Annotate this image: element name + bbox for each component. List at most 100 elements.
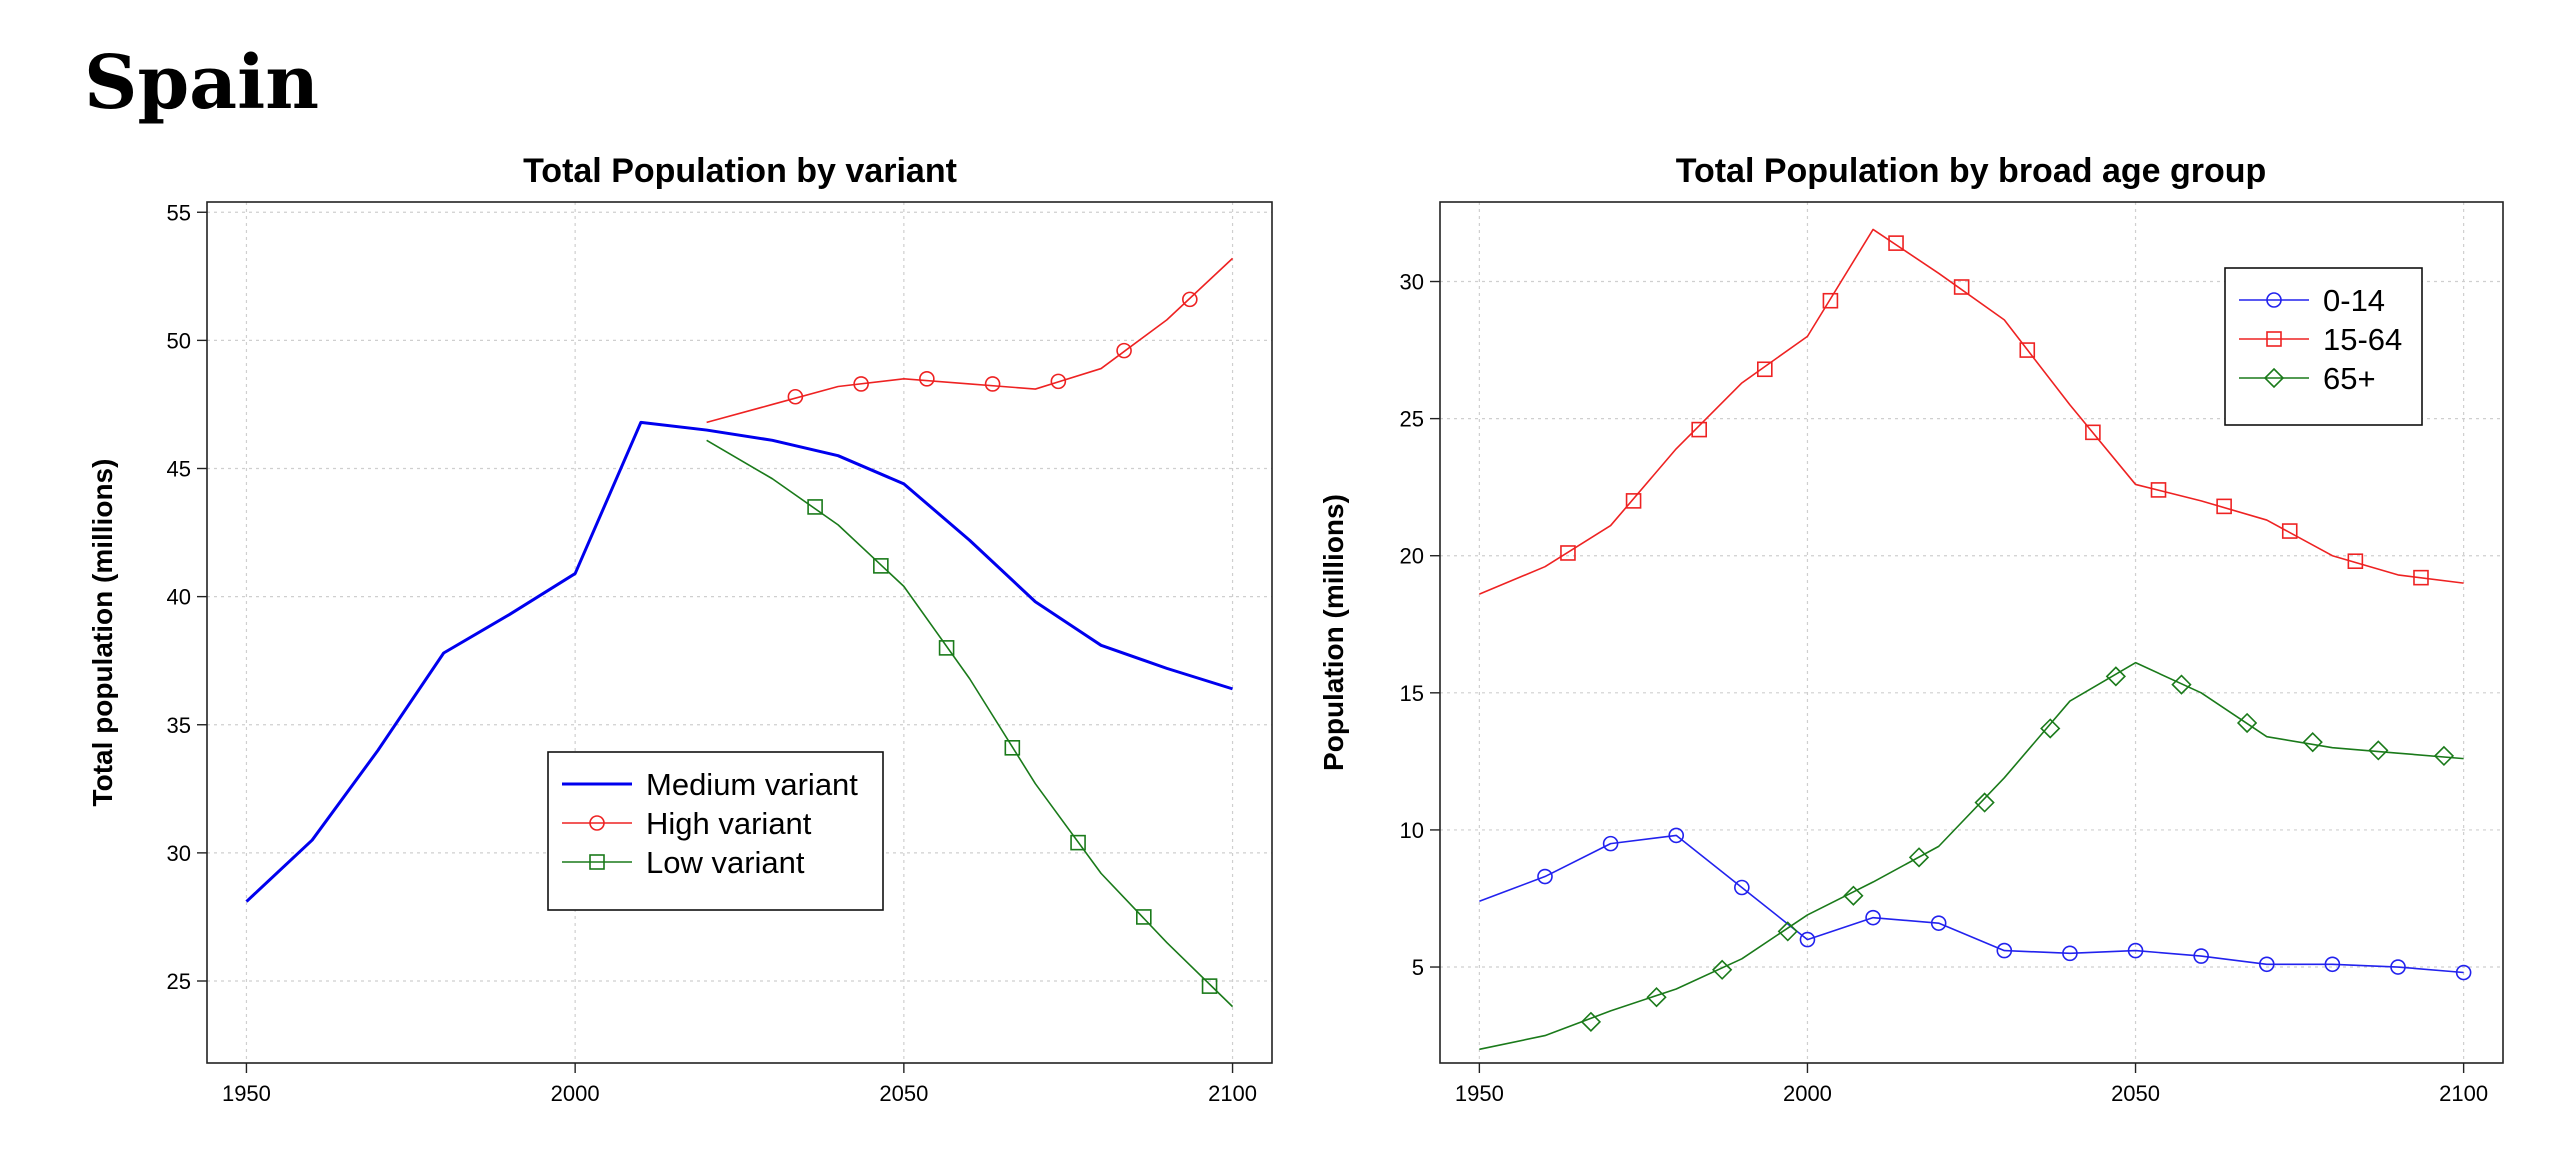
data-point-marker	[873, 558, 889, 574]
data-point-marker	[1070, 834, 1086, 851]
legend-marker	[589, 854, 605, 870]
data-point-marker	[1757, 361, 1773, 378]
data-point-marker	[1136, 909, 1152, 925]
chart-1: 1950 2000 2050 2100 25 30 35 40 45 50 55 Total Popu…	[87, 152, 1273, 1106]
data-point-marker	[1822, 292, 1839, 309]
x-tick-label: 2000	[551, 1081, 600, 1106]
y-axis-label: Population (millions)	[1318, 494, 1349, 771]
data-point-marker	[1712, 959, 1733, 980]
data-point-marker	[1537, 868, 1553, 885]
series-line	[706, 439, 1234, 1008]
data-point-marker	[2062, 945, 2078, 962]
data-point-marker	[2368, 740, 2389, 761]
legend-label: 65+	[2323, 361, 2376, 396]
data-point-marker	[1996, 942, 2013, 959]
data-point-marker	[1843, 885, 1864, 906]
series-line	[706, 257, 1234, 424]
legend-box	[2224, 267, 2423, 426]
series-15-64	[1479, 228, 2464, 595]
data-point-marker	[1182, 291, 1198, 308]
x-tick-label: 2050	[879, 1081, 928, 1106]
data-point-marker	[1953, 279, 1970, 295]
data-point-marker	[807, 499, 823, 515]
legend-box	[547, 751, 884, 911]
data-point-marker	[1799, 931, 1816, 948]
legend-label: High variant	[646, 806, 812, 841]
data-point-marker	[2324, 956, 2341, 973]
x-tick-label: 2100	[2439, 1081, 2488, 1106]
y-tick-label: 40	[167, 585, 191, 610]
y-axis-label: Total population (millions)	[87, 459, 118, 807]
data-point-marker	[2390, 959, 2406, 975]
legend-label: Medium variant	[646, 767, 858, 802]
series-line	[1479, 661, 2464, 1051]
data-point-marker	[919, 371, 935, 387]
data-point-marker	[1865, 909, 1881, 926]
series-65-	[1479, 661, 2464, 1051]
legend-marker	[2266, 331, 2282, 347]
data-point-marker	[1908, 847, 1930, 868]
legend-marker	[589, 815, 605, 831]
data-point-marker	[2347, 553, 2364, 570]
legend-marker	[2266, 292, 2282, 308]
data-point-marker	[1201, 978, 1218, 994]
data-point-marker	[1004, 740, 1021, 756]
data-point-marker	[1116, 342, 1132, 359]
data-point-marker	[2236, 712, 2258, 734]
data-point-marker	[1974, 792, 1995, 813]
y-tick-label: 55	[167, 200, 191, 225]
data-point-marker	[1580, 1011, 1602, 1033]
series-line	[245, 420, 1234, 903]
legend: Medium variant High variant Low variant	[547, 751, 884, 911]
chart-title: Total Population by variant	[523, 152, 957, 190]
y-tick-label: 15	[1400, 681, 1424, 706]
data-point-marker	[1668, 827, 1685, 844]
data-point-marker	[2150, 482, 2167, 498]
x-tick-label: 2050	[2111, 1081, 2160, 1106]
data-point-marker	[1560, 545, 1576, 561]
y-tick-label: 5	[1412, 955, 1424, 980]
series-0-14	[1479, 827, 2472, 981]
plot-frame	[206, 201, 1273, 1064]
y-tick-label: 30	[167, 841, 191, 866]
y-tick-label: 30	[1400, 270, 1424, 295]
page-title: Spain	[84, 40, 320, 126]
x-tick-label: 2100	[1208, 1081, 1257, 1106]
legend-label: 0-14	[2323, 283, 2385, 318]
y-tick-label: 25	[167, 969, 191, 994]
legend: 0-14 15-64 65+	[2224, 267, 2423, 426]
data-point-marker	[2433, 745, 2455, 767]
data-point-marker	[2413, 569, 2429, 586]
data-point-marker	[938, 640, 955, 656]
data-point-marker	[2258, 956, 2275, 973]
data-point-marker	[2216, 498, 2232, 515]
data-point-marker	[1930, 915, 1947, 931]
legend-label: Low variant	[646, 845, 805, 880]
data-point-marker	[2281, 523, 2298, 539]
data-point-marker	[787, 388, 804, 405]
y-tick-label: 50	[167, 328, 191, 353]
data-point-marker	[2127, 942, 2144, 959]
data-point-marker	[1691, 421, 1707, 438]
data-point-marker	[1602, 835, 1619, 852]
x-tick-label: 1950	[222, 1081, 271, 1106]
data-point-marker	[1646, 987, 1667, 1008]
chart-2: 1950 2000 2050 2100 5 10 15 20 25 30 Total Populat…	[1318, 152, 2504, 1106]
series-medium-variant	[245, 420, 1234, 903]
series-line	[1479, 834, 2464, 974]
data-point-marker	[1050, 373, 1067, 390]
data-point-marker	[1888, 235, 1904, 251]
data-point-marker	[1734, 879, 1750, 896]
series-low-variant	[706, 439, 1234, 1008]
y-tick-label: 10	[1400, 818, 1424, 843]
data-point-marker	[1777, 921, 1798, 942]
y-tick-label: 45	[167, 457, 191, 482]
y-tick-label: 20	[1400, 544, 1424, 569]
legend-label: 15-64	[2323, 322, 2402, 357]
series-high-variant	[706, 257, 1234, 424]
data-point-marker	[2171, 674, 2192, 695]
x-tick-label: 2000	[1783, 1081, 1832, 1106]
data-point-marker	[853, 376, 869, 392]
data-point-marker	[2105, 666, 2126, 687]
x-tick-label: 1950	[1455, 1081, 1504, 1106]
